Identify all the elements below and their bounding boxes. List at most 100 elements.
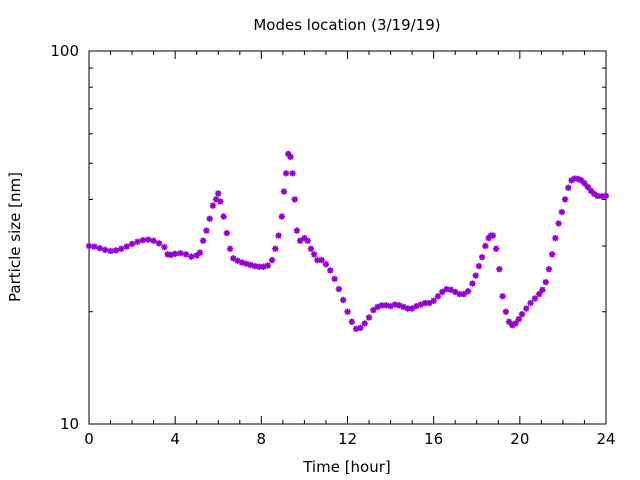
- data-point: [268, 256, 276, 264]
- data-point: [571, 175, 578, 182]
- data-point: [280, 188, 288, 195]
- data-point: [370, 306, 377, 314]
- data-point: [489, 232, 497, 239]
- data-point: [344, 308, 351, 315]
- chart-title: Modes location (3/19/19): [253, 16, 440, 34]
- data-point: [275, 232, 282, 239]
- data-point: [404, 305, 412, 312]
- data-point: [304, 237, 311, 244]
- data-point: [96, 245, 103, 252]
- data-point: [387, 302, 394, 310]
- data-point: [220, 213, 227, 220]
- data-point: [188, 253, 195, 260]
- plot-frame: [88, 50, 607, 425]
- data-point: [475, 262, 483, 270]
- data-point: [331, 275, 338, 283]
- data-point: [112, 247, 120, 254]
- data-point: [496, 266, 503, 273]
- data-point: [226, 245, 234, 252]
- data-point: [318, 256, 325, 264]
- data-point: [282, 170, 290, 177]
- data-point: [552, 234, 559, 242]
- x-tick-label: 0: [84, 430, 94, 448]
- data-point: [584, 183, 591, 191]
- data-point: [155, 240, 163, 247]
- data-point: [310, 251, 318, 258]
- data-point: [357, 324, 364, 332]
- data-point: [558, 208, 566, 216]
- data-point: [505, 318, 513, 325]
- data-point: [101, 246, 109, 254]
- data-point: [209, 202, 217, 209]
- data-point: [199, 237, 207, 244]
- data-point: [469, 280, 476, 287]
- data-point: [352, 325, 360, 332]
- data-point: [291, 196, 298, 203]
- data-point: [243, 260, 250, 267]
- data-point: [285, 150, 292, 158]
- data-point: [296, 237, 304, 244]
- data-point: [123, 243, 130, 250]
- data-point: [335, 285, 343, 293]
- data-point: [196, 249, 204, 256]
- data-point: [272, 245, 279, 252]
- data-point: [400, 303, 407, 311]
- data-point: [594, 192, 601, 200]
- data-point: [287, 153, 294, 161]
- data-point: [128, 240, 136, 248]
- data-point: [374, 303, 381, 311]
- data-point: [542, 278, 549, 286]
- data-point: [203, 227, 210, 234]
- data-point: [527, 299, 534, 307]
- data-point: [456, 290, 463, 298]
- data-point: [443, 285, 450, 293]
- data-point: [206, 215, 213, 222]
- data-point: [568, 177, 575, 184]
- data-point: [574, 175, 582, 183]
- data-point: [85, 242, 93, 250]
- data-point: [301, 234, 308, 242]
- data-point: [509, 322, 516, 329]
- data-point: [452, 288, 459, 296]
- data-point: [391, 301, 399, 308]
- data-point: [531, 295, 539, 302]
- data-point: [515, 315, 522, 323]
- data-point: [598, 193, 605, 200]
- x-axis-label: Time [hour]: [302, 458, 391, 476]
- data-point: [548, 251, 556, 258]
- data-point: [396, 302, 403, 309]
- data-point: [289, 170, 296, 177]
- data-point: [499, 293, 506, 300]
- data-point: [434, 293, 442, 300]
- data-point: [539, 286, 546, 293]
- data-point: [278, 213, 285, 220]
- data-point: [439, 288, 446, 296]
- data-point: [383, 302, 390, 309]
- data-point: [502, 308, 510, 315]
- data-point: [426, 299, 433, 307]
- data-point: [247, 261, 254, 269]
- data-point: [478, 254, 486, 261]
- data-point: [602, 192, 610, 200]
- y-axis-label: Particle size [nm]: [6, 172, 24, 302]
- y-tick-label: 100: [50, 42, 79, 60]
- data-points: [85, 150, 610, 332]
- data-point: [348, 318, 356, 325]
- data-point: [182, 251, 190, 258]
- data-point: [464, 288, 472, 295]
- data-point: [164, 251, 171, 258]
- data-point: [523, 305, 530, 312]
- data-point: [118, 245, 125, 252]
- data-point: [234, 257, 241, 264]
- data-point: [518, 310, 526, 318]
- data-point: [460, 290, 468, 298]
- data-point: [413, 302, 420, 310]
- data-point: [134, 238, 141, 245]
- data-point: [314, 256, 321, 264]
- data-point: [447, 286, 455, 293]
- data-point: [322, 261, 330, 268]
- data-point: [361, 320, 368, 327]
- x-tick-label: 8: [257, 430, 267, 448]
- data-point: [492, 245, 500, 252]
